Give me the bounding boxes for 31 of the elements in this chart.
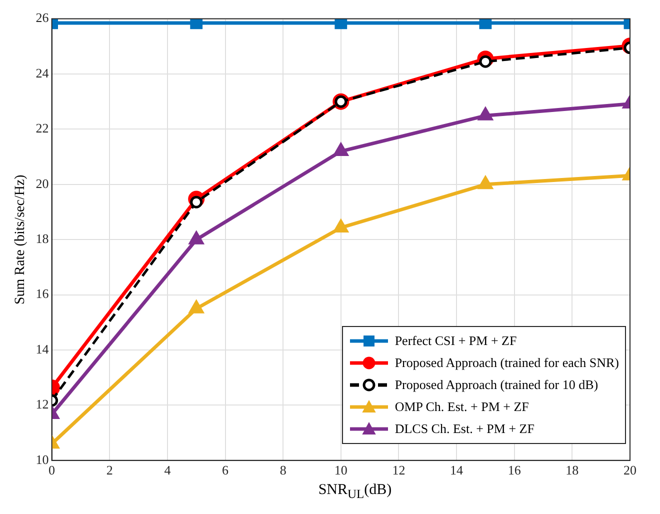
y-tick-label: 10	[36, 452, 49, 467]
legend-label: DLCS Ch. Est. + PM + ZF	[394, 421, 534, 437]
y-tick-label: 12	[36, 396, 49, 412]
x-tick-label: 10	[334, 462, 348, 478]
legend-label: Proposed Approach (trained for 10 dB)	[394, 377, 598, 393]
point	[334, 18, 348, 30]
legend-label: Perfect CSI + PM + ZF	[394, 333, 517, 349]
y-tick-label: 14	[36, 341, 50, 356]
y-tick-label: 18	[36, 231, 49, 246]
x-tick-label: 12	[392, 462, 406, 478]
x-tick-label: 20	[624, 462, 636, 478]
y-tick-label: 24	[36, 65, 50, 80]
x-axis-title: SNR$_{UL}$(dB)	[317, 482, 393, 502]
point	[189, 300, 204, 314]
x-tick-label: 4	[164, 462, 172, 478]
y-tick-label: 22	[36, 120, 49, 136]
x-tick-label: 18	[566, 462, 579, 478]
x-tick-label: 16	[508, 462, 522, 478]
x-tick-label: 8	[280, 462, 286, 478]
x-tick-label: 2	[106, 462, 113, 478]
legend-label: OMP Ch. Est. + PM + ZF	[394, 399, 529, 415]
y-tick-label: 26	[36, 10, 50, 26]
x-tick-label: 0	[48, 462, 56, 478]
legend-label: Proposed Approach (trained for each SNR)	[394, 355, 619, 371]
point	[190, 18, 203, 30]
point	[334, 219, 348, 232]
y-tick-label: 20	[36, 176, 49, 191]
y-axis-title: Sum Rate (bits/sec/Hz)	[13, 174, 28, 305]
x-tick-label: 6	[222, 462, 230, 478]
x-tick-label: 14	[450, 462, 464, 478]
y-tick-label: 16	[36, 286, 50, 302]
